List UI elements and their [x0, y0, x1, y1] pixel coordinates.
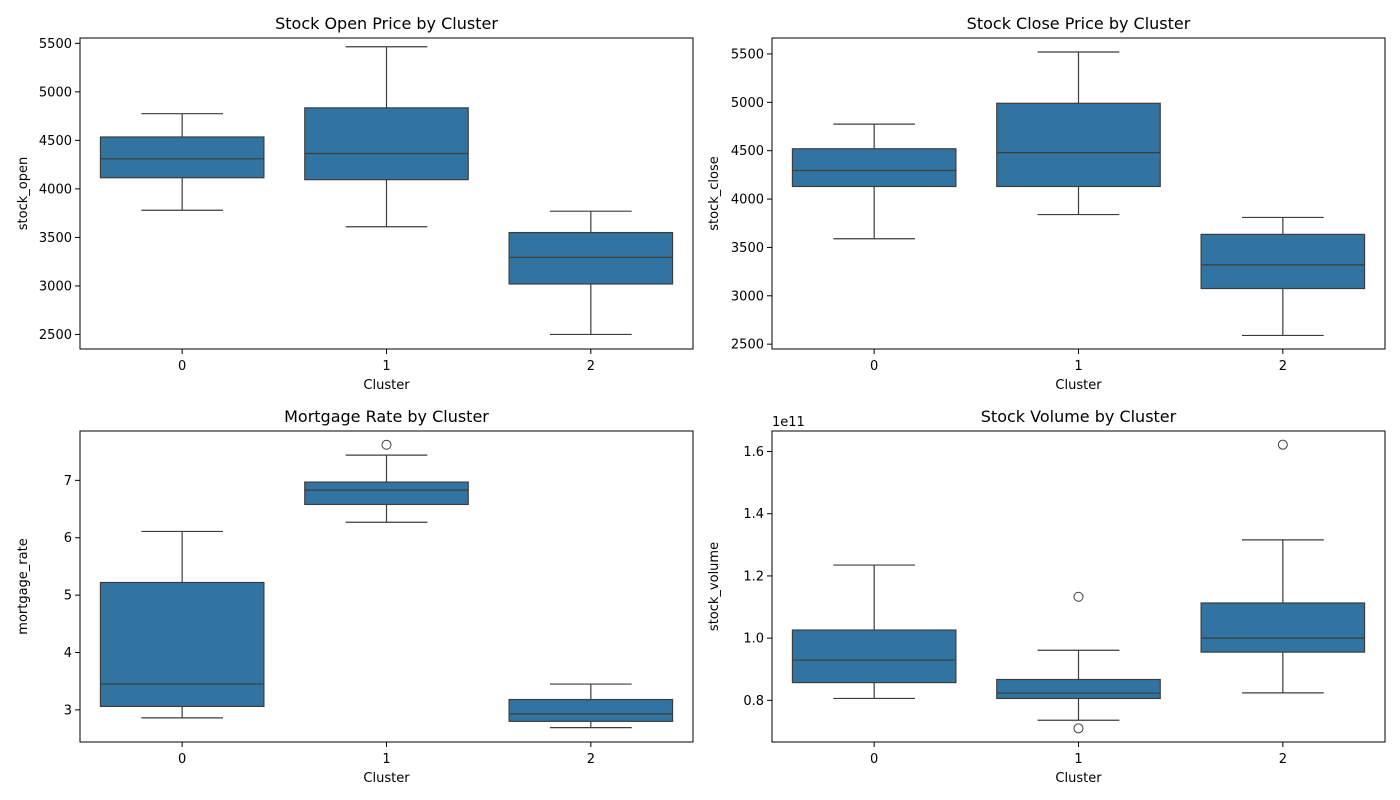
outlier-point [381, 439, 392, 450]
y-tick-label: 5500 [731, 47, 764, 62]
box-body [1200, 233, 1366, 290]
chart-panel-2: Stock Close Price by Cluster 2500 3000 3500… [707, 14, 1386, 393]
y-axis-label: stock_open [16, 157, 31, 230]
box-body [508, 231, 674, 285]
y-tick-label: 7 [64, 474, 72, 489]
y-tick-label: 2500 [39, 328, 72, 343]
y-tick-label: 6 [64, 531, 72, 546]
chart-title: Mortgage Rate by Cluster [284, 407, 489, 426]
x-axis-label: Cluster [1055, 378, 1102, 393]
box-body [996, 678, 1161, 700]
x-tick-label: 0 [870, 359, 878, 374]
outlier-point [1277, 439, 1288, 450]
box-0 [99, 530, 265, 719]
chart-panel-3: Mortgage Rate by Cluster 3 4 5 6 7 0 1 2 Cluster m… [16, 407, 694, 786]
box-body [304, 107, 469, 181]
box-body [99, 581, 265, 708]
box-1 [996, 591, 1161, 734]
chart-title: Stock Volume by Cluster [981, 407, 1177, 426]
box-2 [508, 683, 674, 729]
box-2 [1200, 439, 1366, 694]
y-tick-label: 4500 [731, 144, 764, 159]
box-body [791, 148, 957, 188]
box-body [791, 629, 957, 684]
y-tick-label: 1.0 [743, 632, 764, 647]
x-tick-label: 1 [382, 359, 390, 374]
box-0 [791, 564, 957, 700]
y-tick-label: 5500 [39, 37, 72, 52]
y-tick-label: 4000 [731, 193, 764, 208]
box-2 [508, 210, 674, 336]
y-tick-label: 3 [64, 703, 72, 718]
y-tick-label: 1.4 [743, 507, 764, 522]
y-tick-label: 4000 [39, 182, 72, 197]
y-tick-label: 1.2 [743, 569, 764, 584]
x-tick-label: 0 [178, 752, 186, 767]
chart-title: Stock Open Price by Cluster [275, 14, 498, 33]
y-tick-label: 4 [64, 646, 72, 661]
y-tick-label: 4500 [39, 134, 72, 149]
y-axis-label: stock_close [707, 156, 722, 230]
x-axis-label: Cluster [1055, 771, 1102, 786]
y-tick-label: 5 [64, 589, 72, 604]
box-body [99, 136, 265, 179]
x-tick-label: 1 [1074, 359, 1082, 374]
box-body [304, 481, 469, 506]
outlier-point [1073, 723, 1084, 734]
x-axis-label: Cluster [363, 771, 410, 786]
x-tick-label: 2 [1279, 359, 1287, 374]
x-tick-label: 2 [587, 752, 595, 767]
box-body [996, 102, 1161, 188]
y-axis-label: mortgage_rate [16, 538, 31, 634]
chart-panel-4: Stock Volume by Cluster 0.8 1.0 1.2 1.4 1.6 0 1… [707, 407, 1386, 786]
x-axis-label: Cluster [363, 378, 410, 393]
y-tick-label: 0.8 [743, 694, 764, 709]
y-tick-label: 5000 [731, 96, 764, 111]
box-0 [99, 113, 265, 211]
box-body [508, 698, 674, 722]
outlier-point [1073, 591, 1084, 602]
x-tick-label: 2 [1279, 752, 1287, 767]
y-tick-label: 2500 [731, 338, 764, 353]
y-axis-offset-text: 1e11 [772, 415, 805, 430]
y-tick-label: 3000 [731, 289, 764, 304]
box-2 [1200, 216, 1366, 337]
x-tick-label: 2 [587, 359, 595, 374]
y-tick-label: 3500 [39, 231, 72, 246]
y-tick-label: 5000 [39, 85, 72, 100]
y-tick-label: 3500 [731, 241, 764, 256]
x-tick-label: 1 [1074, 752, 1082, 767]
y-tick-label: 1.6 [743, 445, 764, 460]
box-1 [304, 46, 469, 228]
box-1 [996, 51, 1161, 216]
x-tick-label: 0 [178, 359, 186, 374]
chart-panel-1: Stock Open Price by Cluster 2500 3000 3500 4… [16, 14, 694, 393]
x-tick-label: 1 [382, 752, 390, 767]
x-tick-label: 0 [870, 752, 878, 767]
y-tick-label: 3000 [39, 279, 72, 294]
box-1 [304, 439, 469, 523]
chart-title: Stock Close Price by Cluster [967, 14, 1191, 33]
y-axis-label: stock_volume [707, 542, 722, 631]
box-0 [791, 123, 957, 240]
box-body [1200, 602, 1366, 653]
